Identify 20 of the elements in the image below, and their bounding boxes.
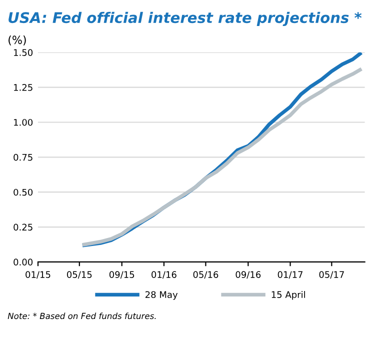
x-tick-label: 01/17 <box>278 271 302 279</box>
y-tick-label: 0.50 <box>14 188 33 196</box>
text: Note: * Based on Fed funds futures. <box>8 312 156 320</box>
y-tick-label: 0.25 <box>14 224 32 231</box>
chart-title: USA: Fed official interest rate projections * <box>8 12 362 26</box>
x-tick-label: 01/15 <box>26 271 50 279</box>
x-tick-label: 05/17 <box>319 271 344 279</box>
x-tick-label: 05/15 <box>67 271 92 279</box>
y-tick-label: 0.75 <box>14 154 32 161</box>
legend-label: 15 April <box>272 291 305 300</box>
y-tick-label: 1.25 <box>14 84 32 91</box>
x-tick-label: 09/16 <box>236 271 261 279</box>
x-tick-label: 01/16 <box>152 271 176 279</box>
y-tick-label: 1.00 <box>14 118 33 126</box>
x-tick-label: 09/15 <box>109 271 134 279</box>
x-tick-label: 05/16 <box>193 271 218 279</box>
legend-label: 28 May <box>145 291 178 300</box>
y-tick-label: 0.00 <box>14 258 33 266</box>
y-tick-label: 1.50 <box>14 49 33 56</box>
y-axis-title: (%) <box>8 36 26 46</box>
